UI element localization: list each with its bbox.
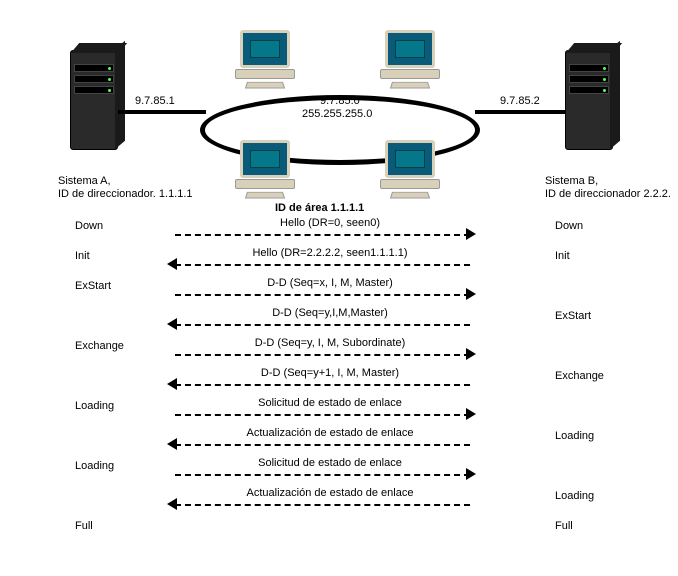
state-left: Full [75, 520, 93, 532]
server-a-ip: 9.7.85.1 [135, 95, 175, 107]
message-label: Solicitud de estado de enlace [215, 397, 445, 409]
message-label: Hello (DR=0, seen0) [215, 217, 445, 229]
state-left: Loading [75, 400, 114, 412]
exchange-row: ExStart D-D (Seq=x, I, M, Master) [0, 280, 678, 310]
message-label: D-D (Seq=y, I, M, Subordinate) [215, 337, 445, 349]
arrow-left-icon [167, 498, 177, 510]
system-a-name: Sistema A, [58, 175, 111, 187]
link-b [475, 110, 565, 114]
message-label: D-D (Seq=y,I,M,Master) [215, 307, 445, 319]
exchange-row: Exchange D-D (Seq=y+1, I, M, Master) [0, 370, 678, 400]
state-right: Init [555, 250, 570, 262]
arrow-line [175, 294, 470, 296]
network-topology: 9.7.85.1 9.7.85.2 9.7.85.0 255.255.255.0… [0, 0, 678, 220]
exchange-row: Loading Actualización de estado de enlace [0, 490, 678, 520]
server-body-icon [565, 50, 613, 150]
arrow-right-icon [466, 468, 476, 480]
state-left: Exchange [75, 340, 124, 352]
arrow-line [175, 474, 470, 476]
message-label: D-D (Seq=y+1, I, M, Master) [215, 367, 445, 379]
exchange-row: Loading Actualización de estado de enlace [0, 430, 678, 460]
area-id-label: ID de área 1.1.1.1 [275, 202, 364, 214]
server-b [565, 50, 625, 170]
exchange-row: Init Init Hello (DR=2.2.2.2, seen1.1.1.1) [0, 250, 678, 280]
workstation-icon [370, 30, 450, 100]
exchange-row: Down Down Hello (DR=0, seen0) [0, 220, 678, 250]
state-left: ExStart [75, 280, 111, 292]
network-ip: 9.7.85.0 [320, 95, 360, 107]
state-right: Full [555, 520, 573, 532]
exchange-row: Loading Solicitud de estado de enlace [0, 460, 678, 490]
server-body-icon [70, 50, 118, 150]
message-label: Actualización de estado de enlace [215, 427, 445, 439]
system-b-name: Sistema B, [545, 175, 598, 187]
arrow-line [175, 444, 470, 446]
exchange-row: Full Full [0, 520, 678, 546]
message-label: Hello (DR=2.2.2.2, seen1.1.1.1) [215, 247, 445, 259]
arrow-right-icon [466, 408, 476, 420]
system-a-id: ID de direccionador. 1.1.1.1 [58, 188, 193, 200]
arrow-left-icon [167, 258, 177, 270]
arrow-line [175, 324, 470, 326]
system-b-label: Sistema B, ID de direccionador 2.2.2. [545, 175, 671, 201]
exchange-row: Loading Solicitud de estado de enlace [0, 400, 678, 430]
state-right: ExStart [555, 310, 591, 322]
workstation-icon [225, 30, 305, 100]
server-b-ip: 9.7.85.2 [500, 95, 540, 107]
system-b-id: ID de direccionador 2.2.2. [545, 188, 671, 200]
state-right: Down [555, 220, 583, 232]
arrow-right-icon [466, 228, 476, 240]
arrow-line [175, 354, 470, 356]
message-label: D-D (Seq=x, I, M, Master) [215, 277, 445, 289]
arrow-line [175, 414, 470, 416]
arrow-line [175, 504, 470, 506]
arrow-line [175, 234, 470, 236]
arrow-left-icon [167, 318, 177, 330]
arrow-line [175, 264, 470, 266]
workstation-icon [225, 140, 305, 210]
arrow-right-icon [466, 288, 476, 300]
state-left: Loading [75, 460, 114, 472]
message-label: Solicitud de estado de enlace [215, 457, 445, 469]
state-right: Loading [555, 430, 594, 442]
state-left: Down [75, 220, 103, 232]
arrow-left-icon [167, 378, 177, 390]
exchange-row: ExStart D-D (Seq=y,I,M,Master) [0, 310, 678, 340]
message-label: Actualización de estado de enlace [215, 487, 445, 499]
network-mask: 255.255.255.0 [302, 108, 372, 120]
arrow-left-icon [167, 438, 177, 450]
state-right: Exchange [555, 370, 604, 382]
arrow-line [175, 384, 470, 386]
link-a [118, 110, 206, 114]
state-right: Loading [555, 490, 594, 502]
state-left: Init [75, 250, 90, 262]
arrow-right-icon [466, 348, 476, 360]
workstation-icon [370, 140, 450, 210]
system-a-label: Sistema A, ID de direccionador. 1.1.1.1 [58, 175, 193, 201]
exchange-row: Exchange D-D (Seq=y, I, M, Subordinate) [0, 340, 678, 370]
